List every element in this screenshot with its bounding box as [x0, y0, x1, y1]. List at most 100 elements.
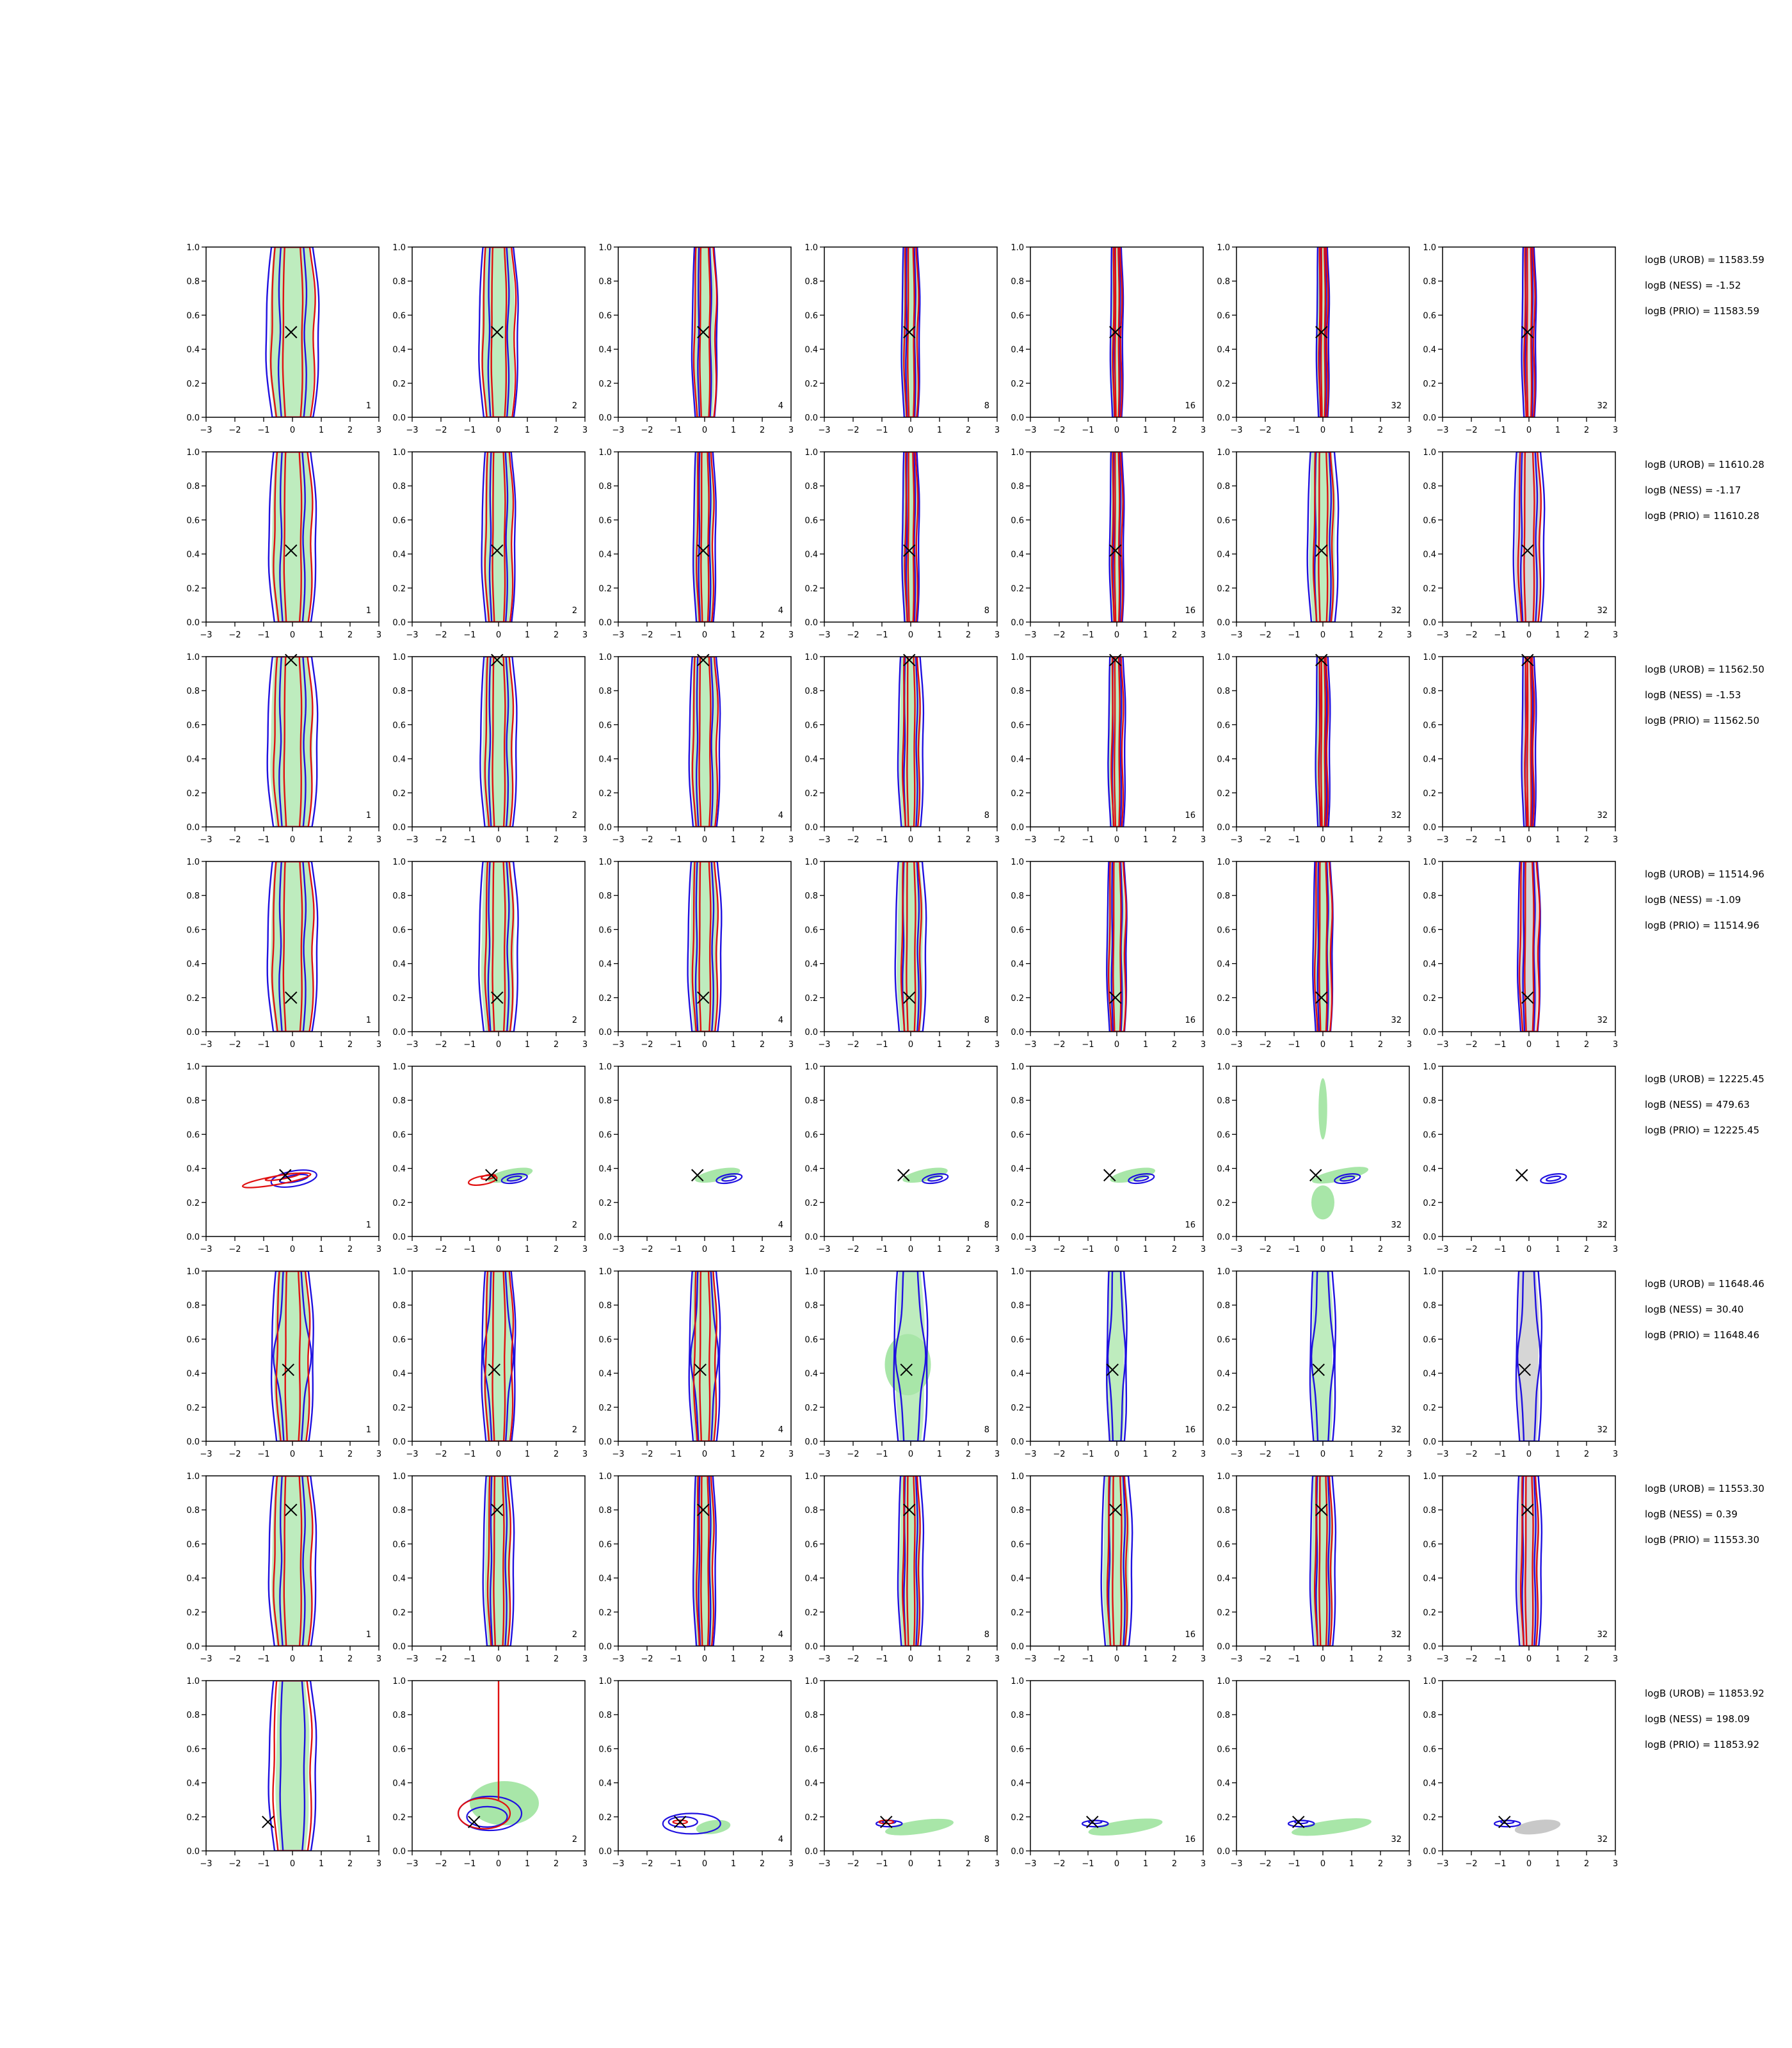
plot-area: [662, 1812, 731, 1835]
x-tick-label: 2: [1584, 426, 1589, 435]
y-tick-label: 0.8: [186, 1711, 200, 1720]
red-contour-inner: [907, 452, 915, 622]
x-tick-label: 0: [702, 630, 707, 640]
blue-contour-inner: [668, 1816, 698, 1828]
y-tick-label: 0.6: [804, 925, 818, 935]
x-tick-label: 2: [348, 630, 353, 640]
y-tick-label: 0.6: [598, 1540, 612, 1549]
x-tick-label: 2: [348, 426, 353, 435]
plot-area: [1287, 1818, 1372, 1836]
x-tick-label: −2: [228, 1859, 241, 1869]
y-tick-label: 0.6: [804, 516, 818, 525]
y-tick-label: 0.6: [804, 1130, 818, 1140]
y-tick-label: 0.4: [1423, 346, 1436, 355]
x-tick-label: 2: [1584, 1040, 1589, 1050]
y-tick-label: 0.2: [598, 789, 612, 799]
x-tick-label: 0: [496, 1040, 501, 1050]
y-tick-label: 0.0: [1011, 1437, 1024, 1447]
y-tick-label: 0.0: [1011, 1847, 1024, 1857]
x-tick-label: 3: [1407, 1040, 1412, 1050]
plot-area: [894, 861, 927, 1032]
panel-r5-c6: −3 −2 −1 0 1 2 3 0.0 0.2 0.4 0.6 0.8 1.0 32: [1217, 1062, 1412, 1254]
x-tick-label: 2: [554, 1859, 559, 1869]
x-tick-label: −3: [200, 1245, 212, 1254]
evidence-urob: logB (UROB) = 11853.92: [1645, 1688, 1764, 1699]
y-tick-label: 0.0: [804, 618, 818, 628]
y-tick-label: 0.2: [186, 1199, 200, 1208]
x-tick-label: 0: [496, 1450, 501, 1459]
y-tick-label: 1.0: [1217, 1062, 1230, 1072]
y-tick-label: 1.0: [392, 243, 406, 253]
y-tick-label: 1.0: [1423, 243, 1436, 253]
blue-contour-outer: [897, 1476, 925, 1646]
x-tick-label: 2: [1378, 1450, 1383, 1459]
panel-annotation: 2: [572, 1425, 577, 1435]
y-tick-label: 0.8: [598, 1711, 612, 1720]
x-tick-label: 1: [731, 1859, 736, 1869]
truth-marker: [1315, 991, 1328, 1004]
x-tick-label: 2: [1584, 630, 1589, 640]
y-tick-label: 1.0: [804, 1267, 818, 1277]
plot-area: [1515, 1476, 1543, 1646]
x-tick-label: 1: [937, 426, 942, 435]
x-tick-label: −2: [1053, 426, 1065, 435]
x-tick-label: 3: [788, 835, 794, 845]
y-tick-label: 1.0: [1217, 858, 1230, 867]
panel-r7-c4: −3 −2 −1 0 1 2 3 0.0 0.2 0.4 0.6 0.8 1.0 8: [804, 1472, 1000, 1664]
x-tick-label: −1: [876, 1450, 888, 1459]
x-tick-label: −1: [1494, 1245, 1506, 1254]
density-fill: [483, 1271, 513, 1441]
evidence-urob: logB (UROB) = 11562.50: [1645, 664, 1764, 675]
y-tick-label: 0.0: [598, 1437, 612, 1447]
x-tick-label: 1: [1555, 1450, 1560, 1459]
y-tick-label: 0.2: [1217, 994, 1230, 1004]
truth-marker: [491, 544, 504, 557]
y-tick-label: 0.0: [392, 413, 406, 423]
x-tick-label: 2: [966, 426, 971, 435]
y-tick-label: 1.0: [186, 653, 200, 662]
x-tick-label: −1: [876, 1040, 888, 1050]
x-tick-label: 3: [582, 1040, 588, 1050]
y-tick-label: 0.6: [186, 311, 200, 321]
y-tick-label: 0.2: [804, 380, 818, 389]
y-tick-label: 0.0: [1217, 1642, 1230, 1652]
x-tick-label: 2: [348, 835, 353, 845]
evidence-block: logB (UROB) = 12225.45 logB (NESS) = 479.…: [1645, 1073, 1764, 1149]
plot-area: [1311, 1078, 1369, 1220]
y-tick-label: 1.0: [1011, 1472, 1024, 1482]
x-tick-label: −3: [200, 630, 212, 640]
y-tick-label: 0.4: [1217, 755, 1230, 765]
plot-area: [1110, 1167, 1156, 1185]
density-fill: [696, 1820, 731, 1834]
red-contour-inner: [1320, 247, 1326, 417]
panel-r7-c5: −3 −2 −1 0 1 2 3 0.0 0.2 0.4 0.6 0.8 1.0 16: [1011, 1472, 1206, 1664]
x-tick-label: 0: [1320, 1450, 1325, 1459]
blue-contour-outer: [1315, 657, 1331, 827]
red-contour-inner: [283, 657, 303, 827]
x-tick-label: 0: [1526, 1245, 1532, 1254]
x-tick-label: −3: [818, 835, 830, 845]
y-tick-label: 0.0: [804, 1847, 818, 1857]
x-tick-label: 1: [319, 835, 324, 845]
y-tick-label: 0.6: [392, 1540, 406, 1549]
x-tick-label: 2: [1378, 1040, 1383, 1050]
red-contour-inner: [1318, 1476, 1328, 1646]
plot-area: [688, 1271, 721, 1441]
y-tick-label: 0.4: [598, 1370, 612, 1379]
blue-contour-inner: [901, 861, 920, 1032]
y-tick-label: 0.2: [1011, 380, 1024, 389]
x-tick-label: −2: [641, 426, 653, 435]
x-tick-label: 0: [290, 1245, 295, 1254]
panel-annotation: 1: [366, 1425, 371, 1435]
axes-frame: [1442, 1066, 1616, 1237]
x-tick-label: 1: [1555, 426, 1560, 435]
y-tick-label: 0.8: [804, 687, 818, 696]
truth-marker: [1103, 1169, 1116, 1181]
y-tick-label: 0.8: [186, 1301, 200, 1311]
blue-contour-inner: [466, 1805, 508, 1828]
plot-area: [268, 452, 317, 622]
x-tick-label: 1: [1143, 835, 1148, 845]
y-tick-label: 0.6: [392, 925, 406, 935]
x-tick-label: 1: [319, 1654, 324, 1664]
x-tick-label: −3: [1230, 630, 1242, 640]
